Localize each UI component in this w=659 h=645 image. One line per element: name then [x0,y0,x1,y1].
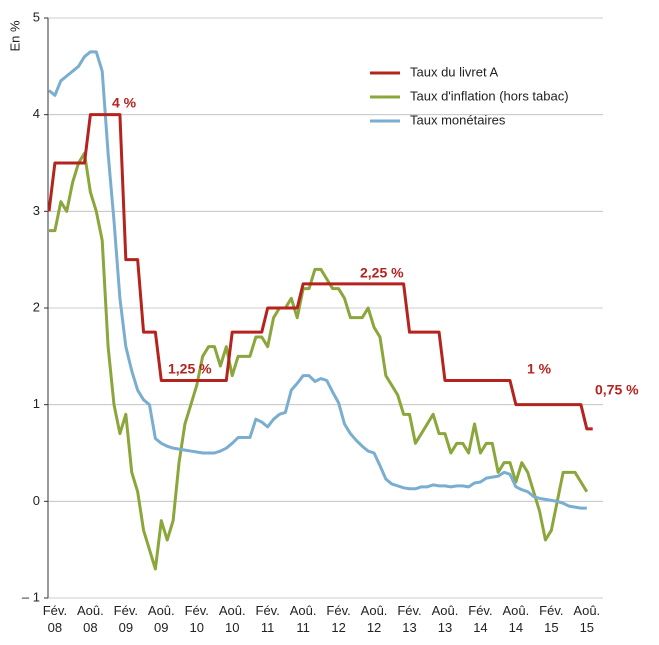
y-tick-label: 4 [33,106,40,121]
x-tick-label: Aoû. 11 [290,603,317,635]
data-line [49,151,589,571]
legend-label: Taux d'inflation (hors tabac) [410,88,569,103]
x-tick-label: Aoû. 12 [361,603,388,635]
y-tick-label: 1 [33,396,40,411]
legend-label: Taux du livret A [410,64,498,79]
y-tick-label: 2 [33,299,40,314]
y-tick-label: – 1 [22,589,40,604]
x-tick-label: Aoû. 10 [219,603,246,635]
annotation: 1,25 % [168,361,212,377]
x-tick-label: Fév. 08 [43,603,67,635]
x-tick-label: Aoû. 15 [573,603,600,635]
x-tick-label: Fév. 10 [185,603,209,635]
y-tick-label: 0 [33,493,40,508]
x-tick-label: Fév. 14 [468,603,492,635]
annotation: 4 % [112,95,137,111]
y-tick-label: 5 [33,9,40,24]
data-line [48,50,587,510]
annotation: 0,75 % [595,382,639,398]
annotation: 1 % [527,361,552,377]
x-tick-label: Aoû. 14 [503,603,530,635]
x-tick-label: Aoû. 08 [77,603,104,635]
legend-label: Taux monétaires [410,112,506,127]
x-tick-label: Fév. 13 [397,603,421,635]
x-tick-label: Fév. 15 [539,603,563,635]
y-axis-label: En % [7,20,22,52]
x-tick-label: Fév. 11 [256,603,280,635]
data-line [47,113,593,431]
y-tick-label: 3 [33,203,40,218]
annotation: 2,25 % [360,265,404,281]
x-tick-label: Aoû. 09 [148,603,175,635]
x-tick-label: Aoû. 13 [432,603,459,635]
x-tick-label: Fév. 12 [326,603,350,635]
x-tick-label: Fév. 09 [114,603,138,635]
